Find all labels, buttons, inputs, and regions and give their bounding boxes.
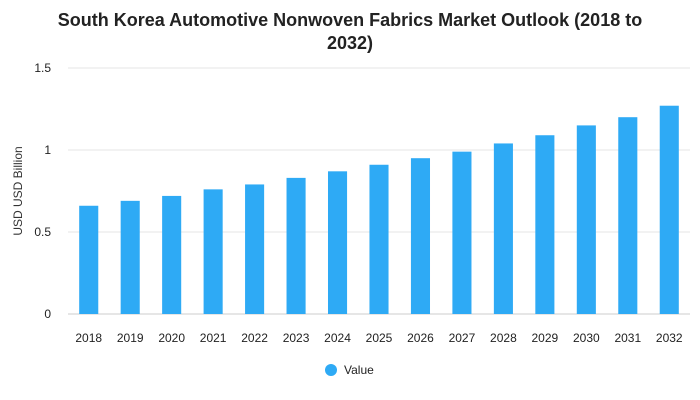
legend: Value — [325, 363, 374, 377]
bar — [493, 143, 513, 314]
bar — [162, 195, 182, 314]
bar — [535, 135, 555, 314]
y-axis-ticks: 0 0.5 1 1.5 — [34, 61, 51, 321]
bar — [576, 125, 596, 315]
bars — [79, 105, 679, 315]
bar — [369, 164, 389, 314]
x-tick-label: 2027 — [449, 331, 476, 345]
bar — [410, 158, 431, 314]
x-tick-label: 2028 — [490, 331, 517, 345]
bar — [618, 117, 638, 314]
x-tick-label: 2021 — [200, 331, 227, 345]
chart-title-line-2: 2032) — [327, 33, 373, 53]
x-tick-label: 2019 — [117, 331, 144, 345]
x-tick-label: 2025 — [366, 331, 393, 345]
x-tick-label: 2022 — [241, 331, 268, 345]
bar — [452, 151, 472, 314]
y-tick-label: 1 — [44, 143, 51, 157]
chart-title: South Korea Automotive Nonwoven Fabrics … — [58, 10, 642, 53]
bar — [659, 105, 679, 314]
x-tick-label: 2026 — [407, 331, 434, 345]
x-axis-ticks: 2018 2019 2020 2021 2022 2023 2024 2025 2026 2027… — [75, 331, 683, 345]
x-tick-label: 2032 — [656, 331, 683, 345]
y-tick-label: 0 — [44, 307, 51, 321]
x-tick-label: 2029 — [532, 331, 559, 345]
x-tick-label: 2031 — [614, 331, 641, 345]
bar — [286, 177, 306, 314]
bar — [203, 189, 223, 314]
x-tick-label: 2030 — [573, 331, 600, 345]
x-tick-label: 2018 — [75, 331, 102, 345]
x-tick-label: 2023 — [283, 331, 310, 345]
y-tick-label: 1.5 — [34, 61, 51, 75]
y-axis-label: USD USD Billion — [11, 146, 25, 235]
bar — [327, 171, 348, 314]
x-tick-label: 2024 — [324, 331, 351, 345]
bar — [79, 205, 99, 314]
bar — [245, 184, 265, 314]
bar — [120, 200, 140, 314]
chart-title-line-1: South Korea Automotive Nonwoven Fabrics … — [58, 10, 642, 30]
y-tick-label: 0.5 — [34, 225, 51, 239]
legend-marker — [325, 364, 337, 376]
x-tick-label: 2020 — [158, 331, 185, 345]
legend-label: Value — [344, 363, 374, 377]
